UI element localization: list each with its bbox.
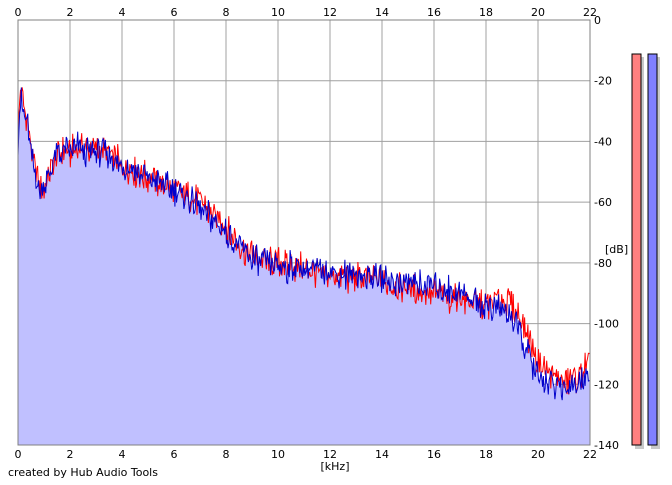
level-bar-2	[647, 53, 658, 446]
credit-text: created by Hub Audio Tools	[8, 466, 158, 479]
x-tick-label: 14	[375, 448, 389, 461]
y-tick-label: -80	[594, 257, 612, 270]
x-tick-label: 8	[223, 448, 230, 461]
y-tick-label: -40	[594, 135, 612, 148]
y-tick-label: -140	[594, 439, 619, 452]
x-tick-label: 0	[15, 448, 22, 461]
x-tick-label: 4	[119, 6, 126, 19]
x-tick-label: 22	[583, 448, 597, 461]
x-tick-labels-top: 0 2 4 6 8 10 12 14 16 18 20 22	[15, 6, 598, 19]
x-tick-labels-bottom: 0 2 4 6 8 10 12 14 16 18 20 22	[15, 448, 598, 461]
level-meter	[631, 53, 660, 449]
x-tick-label: 20	[531, 6, 545, 19]
x-tick-label: 2	[67, 448, 74, 461]
y-tick-labels: 0 -20 -40 -60 -80 -100 -120 -140	[594, 14, 619, 452]
series-lines	[17, 87, 591, 401]
y-tick-label: -120	[594, 378, 619, 391]
y-tick-label: -100	[594, 318, 619, 331]
plot-border	[17, 19, 591, 446]
x-tick-label: 8	[223, 6, 230, 19]
y-tick-label: 0	[594, 14, 601, 27]
x-tick-label: 6	[171, 6, 178, 19]
spectrum-fill	[18, 87, 590, 445]
x-tick-label: 10	[271, 6, 285, 19]
y-tick-label: -60	[594, 196, 612, 209]
x-tick-label: 0	[15, 6, 22, 19]
x-axis-label: [kHz]	[321, 460, 350, 473]
x-tick-label: 12	[323, 448, 337, 461]
y-axis-label: [dB]	[605, 243, 628, 256]
spectrum-area	[18, 87, 590, 445]
x-tick-label: 20	[531, 448, 545, 461]
x-tick-label: 18	[479, 6, 493, 19]
x-tick-label: 18	[479, 448, 493, 461]
x-tick-label: 14	[375, 6, 389, 19]
x-tick-label: 4	[119, 448, 126, 461]
x-tick-label: 12	[323, 6, 337, 19]
y-tick-label: -20	[594, 75, 612, 88]
series-line-2	[17, 87, 591, 401]
x-tick-label: 16	[427, 448, 441, 461]
x-tick-label: 10	[271, 448, 285, 461]
plot-frame	[17, 19, 591, 446]
level-bar-1	[631, 53, 642, 446]
x-tick-label: 16	[427, 6, 441, 19]
x-tick-label: 2	[67, 6, 74, 19]
x-tick-label: 6	[171, 448, 178, 461]
x-tick-label: 22	[583, 6, 597, 19]
